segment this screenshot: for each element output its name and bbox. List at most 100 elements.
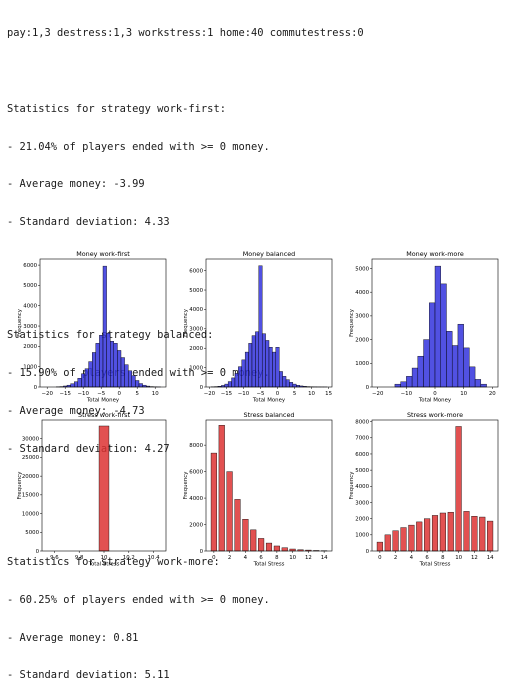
chart-bar xyxy=(377,542,383,551)
chart-bar xyxy=(125,365,129,387)
y-tick-label: 2000 xyxy=(189,522,203,528)
chart-bar xyxy=(228,382,231,387)
x-tick-label: 0 xyxy=(433,391,437,397)
chart-title: Money balanced xyxy=(243,250,295,258)
y-tick-label: 6000 xyxy=(355,452,369,458)
output-line xyxy=(7,65,512,78)
chart-title: Stress work-first xyxy=(78,411,130,419)
y-tick-label: 5000 xyxy=(355,266,369,272)
y-tick-label: 6000 xyxy=(189,268,203,274)
x-axis-label: Total Money xyxy=(418,398,452,404)
chart-bar xyxy=(227,472,233,551)
chart-bar xyxy=(96,343,100,387)
x-axis-label: Total Stress xyxy=(419,562,451,568)
chart-bar xyxy=(282,548,288,551)
chart-bar xyxy=(114,343,118,387)
x-tick-label: 0 xyxy=(378,555,382,561)
y-tick-label: 5000 xyxy=(189,288,203,294)
chart-bar xyxy=(103,266,107,387)
x-tick-label: 10 xyxy=(152,391,159,397)
chart-bar xyxy=(74,382,78,387)
y-tick-label: 0 xyxy=(366,549,370,555)
chart-bar xyxy=(132,376,136,387)
chart-bar xyxy=(71,384,75,387)
y-tick-label: 7000 xyxy=(355,436,369,442)
x-tick-label: 8 xyxy=(275,555,279,561)
chart-bar xyxy=(269,347,272,387)
chart-bar xyxy=(475,379,481,387)
x-tick-label: 8 xyxy=(441,555,445,561)
output-line: - Average money: -3.99 xyxy=(7,178,512,191)
x-axis-label: Total Stress xyxy=(253,562,285,568)
x-tick-label: −20 xyxy=(372,391,384,397)
chart-bar xyxy=(258,538,264,551)
chart-bar xyxy=(219,425,225,551)
chart-bar xyxy=(416,522,422,551)
chart-bar xyxy=(432,515,438,551)
chart-bar xyxy=(401,382,407,387)
chart-bar xyxy=(81,374,85,387)
x-tick-label: 14 xyxy=(487,555,494,561)
x-tick-label: 10 xyxy=(289,555,296,561)
chart-bar xyxy=(424,340,430,387)
chart-bar xyxy=(452,346,458,387)
x-tick-label: −10 xyxy=(238,391,250,397)
output-line: - 21.04% of players ended with >= 0 mone… xyxy=(7,141,512,154)
output-line: - 60.25% of players ended with >= 0 mone… xyxy=(7,594,512,607)
y-tick-label: 2000 xyxy=(23,344,37,350)
chart-bar xyxy=(92,352,96,387)
chart-bar xyxy=(238,367,241,387)
chart-bar xyxy=(225,384,228,387)
output-line: pay:1,3 destress:1,3 workstress:1 home:4… xyxy=(7,27,512,40)
chart-bar xyxy=(107,333,111,387)
chart-bar xyxy=(139,384,143,387)
y-tick-label: 8000 xyxy=(189,443,203,449)
y-tick-label: 6000 xyxy=(23,263,37,269)
x-tick-label: 9.8 xyxy=(75,555,84,561)
x-tick-label: −15 xyxy=(221,391,232,397)
x-tick-label: 12 xyxy=(305,555,312,561)
chart-bar xyxy=(211,453,217,551)
chart-bar xyxy=(255,332,258,387)
output-line: - Average money: 0.81 xyxy=(7,632,512,645)
x-tick-label: 4 xyxy=(410,555,414,561)
chart-bar xyxy=(121,358,125,387)
x-tick-label: 20 xyxy=(489,391,496,397)
y-tick-label: 0 xyxy=(36,549,40,555)
x-tick-label: −5 xyxy=(257,391,265,397)
chart-bar xyxy=(232,378,235,387)
chart-bar xyxy=(472,516,478,551)
chart-bar xyxy=(250,530,256,551)
x-tick-label: 10 xyxy=(101,555,108,561)
x-tick-label: −10 xyxy=(78,391,90,397)
y-axis-label: Frequency xyxy=(183,308,189,337)
chart-bar xyxy=(99,335,103,387)
plot-frame xyxy=(206,420,332,551)
y-tick-label: 0 xyxy=(200,385,204,391)
chart-bar xyxy=(435,266,441,387)
x-tick-label: −20 xyxy=(204,391,216,397)
y-tick-label: 2000 xyxy=(189,346,203,352)
x-tick-label: −5 xyxy=(97,391,105,397)
chart-bar xyxy=(458,324,464,387)
y-tick-label: 3000 xyxy=(23,324,37,330)
y-axis-label: Frequency xyxy=(17,308,23,337)
y-tick-label: 3000 xyxy=(355,314,369,320)
x-tick-label: 15 xyxy=(325,391,332,397)
chart-bar xyxy=(385,535,391,551)
chart-bar xyxy=(252,336,255,387)
x-tick-label: 4 xyxy=(244,555,248,561)
chart-bar xyxy=(464,348,470,387)
x-tick-label: 0 xyxy=(117,391,121,397)
x-tick-label: 12 xyxy=(471,555,478,561)
x-tick-label: 6 xyxy=(259,555,263,561)
y-tick-label: 8000 xyxy=(355,419,369,425)
x-tick-label: −10 xyxy=(401,391,413,397)
y-tick-label: 1000 xyxy=(355,361,369,367)
